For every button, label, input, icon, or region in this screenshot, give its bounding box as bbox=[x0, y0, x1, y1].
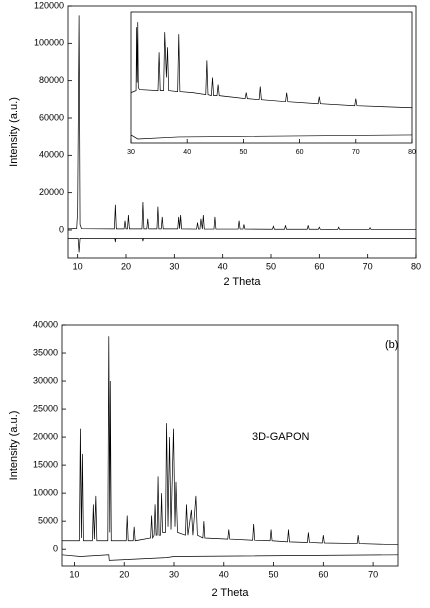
x-tick-label: 60 bbox=[296, 149, 304, 156]
y-tick-label: 40000 bbox=[33, 319, 58, 329]
y-tick-label: 40000 bbox=[39, 150, 64, 160]
x-tick-label: 40 bbox=[183, 149, 191, 156]
x-tick-label: 70 bbox=[352, 149, 360, 156]
x-tick-label: 10 bbox=[69, 569, 79, 579]
plot-frame bbox=[130, 11, 413, 144]
x-axis-label: 2 Theta bbox=[223, 276, 261, 288]
y-tick-label: 20000 bbox=[39, 187, 64, 197]
pattern-line bbox=[130, 134, 413, 140]
x-tick-label: 20 bbox=[119, 569, 129, 579]
y-tick-label: 80000 bbox=[39, 75, 64, 85]
y-axis-label: Intensity (a.u.) bbox=[8, 97, 20, 167]
x-tick-label: 60 bbox=[314, 261, 324, 271]
x-tick-label: 60 bbox=[318, 569, 328, 579]
y-tick-label: 5000 bbox=[38, 516, 58, 526]
y-tick-label: 10000 bbox=[33, 488, 58, 498]
x-tick-label: 50 bbox=[240, 149, 248, 156]
y-tick-label: 120000 bbox=[34, 0, 64, 10]
pattern-line bbox=[67, 15, 416, 230]
pattern-line bbox=[130, 22, 413, 109]
y-tick-label: 60000 bbox=[39, 112, 64, 122]
x-tick-label: 30 bbox=[169, 569, 179, 579]
x-tick-label: 40 bbox=[218, 261, 228, 271]
x-axis-label: 2 Theta bbox=[211, 587, 249, 599]
plot-frame bbox=[61, 324, 399, 567]
y-axis-label: Intensity (a.u.) bbox=[8, 411, 20, 481]
annotation: (b) bbox=[385, 339, 398, 351]
annotation: 3D-GAPON bbox=[252, 431, 310, 443]
x-tick-label: 20 bbox=[121, 261, 131, 271]
x-tick-label: 50 bbox=[269, 569, 279, 579]
x-tick-label: 70 bbox=[368, 569, 378, 579]
x-tick-label: 80 bbox=[411, 261, 421, 271]
y-tick-label: 100000 bbox=[34, 38, 64, 48]
y-tick-label: 15000 bbox=[33, 459, 58, 469]
pattern-line bbox=[68, 238, 416, 253]
pattern-line bbox=[62, 336, 399, 546]
y-tick-label: 0 bbox=[59, 224, 64, 234]
x-tick-label: 40 bbox=[219, 569, 229, 579]
x-tick-label: 30 bbox=[127, 149, 135, 156]
x-tick-label: 50 bbox=[266, 261, 276, 271]
y-tick-label: 25000 bbox=[33, 403, 58, 413]
y-tick-label: 20000 bbox=[33, 431, 58, 441]
y-tick-label: 30000 bbox=[33, 375, 58, 385]
y-tick-label: 0 bbox=[53, 544, 58, 554]
x-tick-label: 80 bbox=[408, 149, 416, 156]
pattern-line bbox=[61, 554, 399, 561]
y-tick-label: 35000 bbox=[33, 347, 58, 357]
x-tick-label: 10 bbox=[73, 261, 83, 271]
x-tick-label: 30 bbox=[169, 261, 179, 271]
x-tick-label: 70 bbox=[363, 261, 373, 271]
